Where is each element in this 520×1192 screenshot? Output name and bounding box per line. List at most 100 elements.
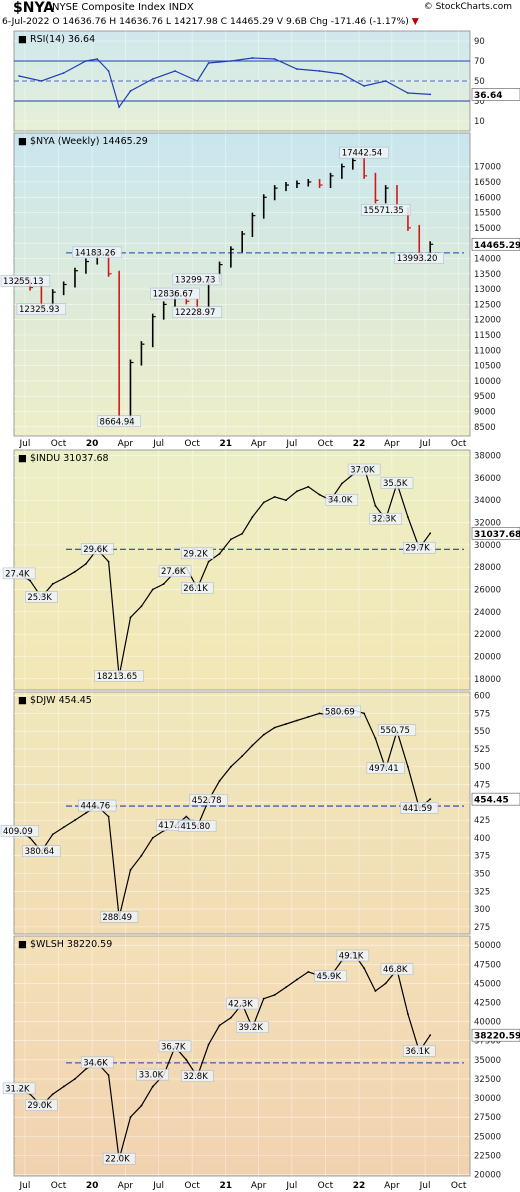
last-value-box	[471, 1028, 520, 1042]
annotation-label: 36.7K	[161, 1042, 186, 1052]
x-tick-label: Apr	[118, 1181, 134, 1191]
data-point	[384, 982, 387, 985]
data-point	[285, 499, 287, 502]
x-tick-label: Oct	[318, 1181, 334, 1191]
annotation-label: 22.0K	[105, 1155, 130, 1165]
data-point	[218, 780, 221, 782]
annotation-box	[377, 724, 417, 736]
x-tick-label: Jul	[419, 439, 431, 449]
annotation-label: 29.7K	[405, 544, 430, 554]
data-point	[340, 482, 343, 485]
annotation-box	[369, 512, 402, 525]
data-point	[107, 70, 110, 72]
y-tick-label: 42500	[474, 998, 501, 1008]
annotation-label: 417.26	[158, 821, 188, 831]
x-tick-label: 20	[86, 1181, 99, 1191]
data-point	[29, 579, 31, 582]
index-name-text: NYSE Composite Index	[52, 2, 166, 13]
last-value-box	[471, 237, 520, 251]
data-point	[251, 516, 254, 518]
y-tick-label: 30000	[474, 1094, 501, 1104]
annotation-label: 452.78	[192, 796, 222, 806]
annotation-box	[394, 252, 444, 264]
y-tick-label: 550	[474, 727, 490, 737]
data-point	[296, 719, 298, 722]
annotation-box	[94, 670, 144, 682]
y-tick-label: 15000	[474, 224, 501, 234]
data-point	[151, 1085, 154, 1088]
data-point	[307, 485, 310, 488]
x-tick-label: Jul	[285, 439, 297, 449]
data-point	[151, 78, 154, 80]
data-point	[62, 1085, 65, 1088]
y-tick-label: 35000	[474, 1056, 501, 1066]
annotation-label: 29.6K	[83, 545, 108, 555]
annotation-box	[25, 591, 58, 603]
data-point	[241, 532, 244, 535]
y-tick-label: 20000	[474, 1170, 501, 1180]
data-point	[229, 60, 232, 62]
y-tick-label: 275	[474, 923, 490, 933]
x-tick-label: 21	[219, 439, 232, 449]
y-tick-label: 13000	[474, 285, 501, 295]
annotation-label: 42.3K	[228, 1000, 253, 1010]
annotation-label: 29.2K	[183, 549, 208, 559]
annotation-box	[100, 911, 139, 923]
x-tick-label: Oct	[318, 439, 334, 449]
data-point	[273, 726, 276, 729]
y-tick-label: 22500	[474, 1151, 501, 1161]
annotation-box	[400, 802, 439, 814]
data-point	[429, 93, 432, 96]
data-point	[185, 815, 188, 818]
y-tick-label: 20000	[474, 653, 501, 663]
annotation-box	[136, 1068, 169, 1081]
annotation-box	[25, 1099, 58, 1111]
y-tick-label: 8500	[474, 423, 496, 433]
annotation-label: 380.64	[25, 847, 55, 857]
x-tick-label: Oct	[451, 1181, 467, 1191]
data-point	[85, 1068, 87, 1070]
x-tick-label: Apr	[118, 439, 134, 449]
chart-header: $NYA NYSE Composite Index INDX © StockCh…	[0, 0, 520, 30]
annotation-label: 497.41	[369, 764, 399, 774]
data-point	[129, 90, 132, 92]
y-tick-label: 30	[474, 97, 485, 107]
data-point	[185, 1058, 188, 1061]
annotation-box	[181, 547, 214, 560]
data-point	[207, 1043, 210, 1046]
annotation-label: 32.8K	[183, 1072, 208, 1082]
annotation-label: 26.1K	[183, 584, 208, 594]
y-tick-label: 9500	[474, 392, 496, 402]
annotation-label: 18213.65	[97, 672, 138, 682]
data-point	[29, 837, 31, 839]
data-point	[374, 990, 377, 992]
data-point	[74, 819, 76, 822]
data-point	[207, 62, 210, 64]
annotation-label: 32.3K	[372, 515, 397, 525]
y-tick-label: 47500	[474, 960, 501, 970]
data-point	[429, 798, 432, 801]
data-point	[74, 570, 76, 573]
annotation-label: 37.0K	[350, 466, 375, 476]
annotation-box	[72, 246, 122, 259]
annotation-box	[236, 1021, 269, 1033]
annotation-label: 14183.26	[75, 248, 116, 258]
annotation-box	[314, 970, 347, 982]
x-tick-label: 22	[353, 1181, 366, 1191]
data-point	[85, 812, 87, 814]
brand-label: © StockCharts.com	[423, 2, 512, 12]
annotation-box	[150, 287, 200, 300]
y-tick-label: 425	[474, 816, 490, 826]
annotation-box	[178, 820, 217, 832]
annotation-box	[403, 1045, 436, 1057]
y-tick-label: 27500	[474, 1113, 501, 1123]
data-point	[374, 737, 377, 740]
y-tick-label: 375	[474, 852, 490, 862]
annotation-box	[380, 963, 414, 975]
y-tick-label: 30000	[474, 541, 501, 551]
last-value-box	[471, 526, 520, 540]
data-point	[229, 538, 232, 541]
annotation-box	[0, 825, 39, 837]
annotation-box	[2, 1082, 36, 1095]
